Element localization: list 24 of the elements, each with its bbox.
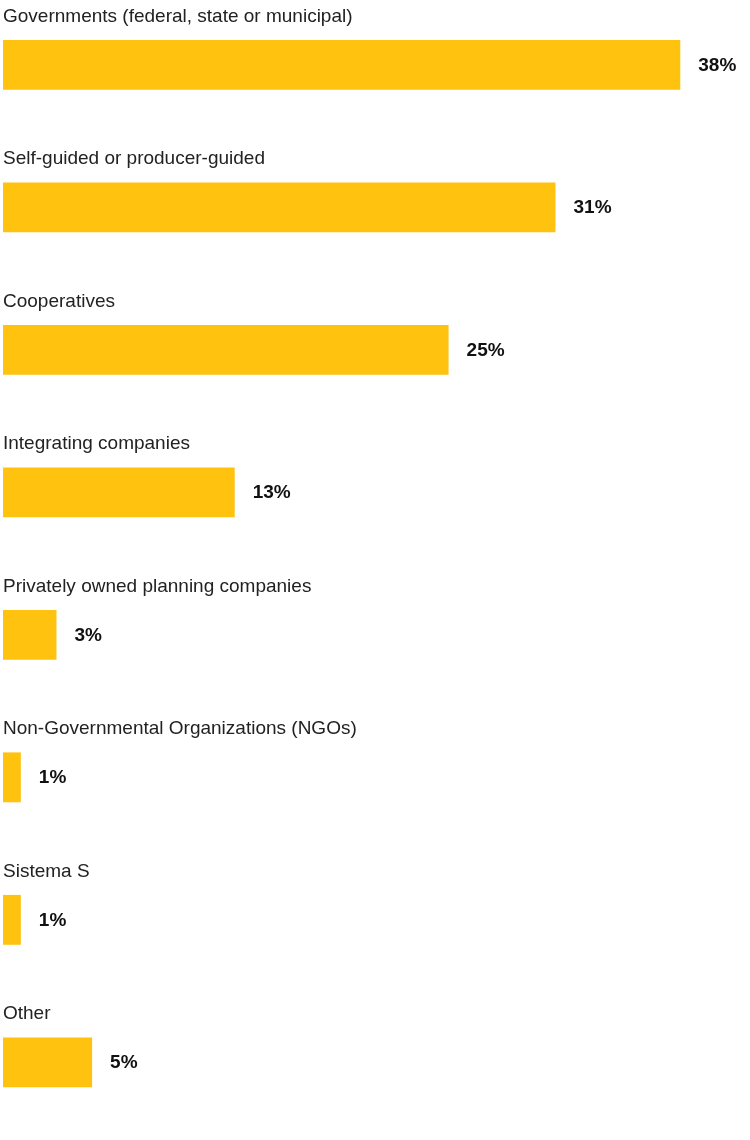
- y-tick-label: Cooperatives: [3, 289, 115, 311]
- data-label: 5%: [110, 1051, 138, 1073]
- y-tick-label: Other: [3, 1002, 52, 1024]
- data-label: 13%: [252, 481, 291, 503]
- y-tick-label: Self-guided or producer-guided: [3, 147, 265, 169]
- bar: [3, 39, 681, 90]
- data-label: 38%: [698, 53, 737, 75]
- y-tick-label: Non-Governmental Organizations (NGOs): [3, 717, 357, 739]
- bar: [3, 609, 57, 660]
- bar: [3, 894, 21, 945]
- bar: [3, 467, 235, 518]
- y-tick-label: Governments (federal, state or municipal): [3, 4, 353, 26]
- y-tick-label: Sistema S: [3, 859, 90, 881]
- bar: [3, 182, 556, 233]
- y-tick-label: Integrating companies: [3, 432, 190, 454]
- y-tick-label: Privately owned planning companies: [3, 574, 312, 596]
- data-label: 31%: [573, 196, 612, 218]
- bar: [3, 324, 449, 375]
- bar: [3, 1037, 93, 1088]
- data-label: 25%: [466, 338, 505, 360]
- data-label: 1%: [38, 766, 67, 788]
- data-label: 1%: [38, 908, 67, 930]
- data-label: 3%: [74, 623, 103, 645]
- bar: [3, 752, 21, 803]
